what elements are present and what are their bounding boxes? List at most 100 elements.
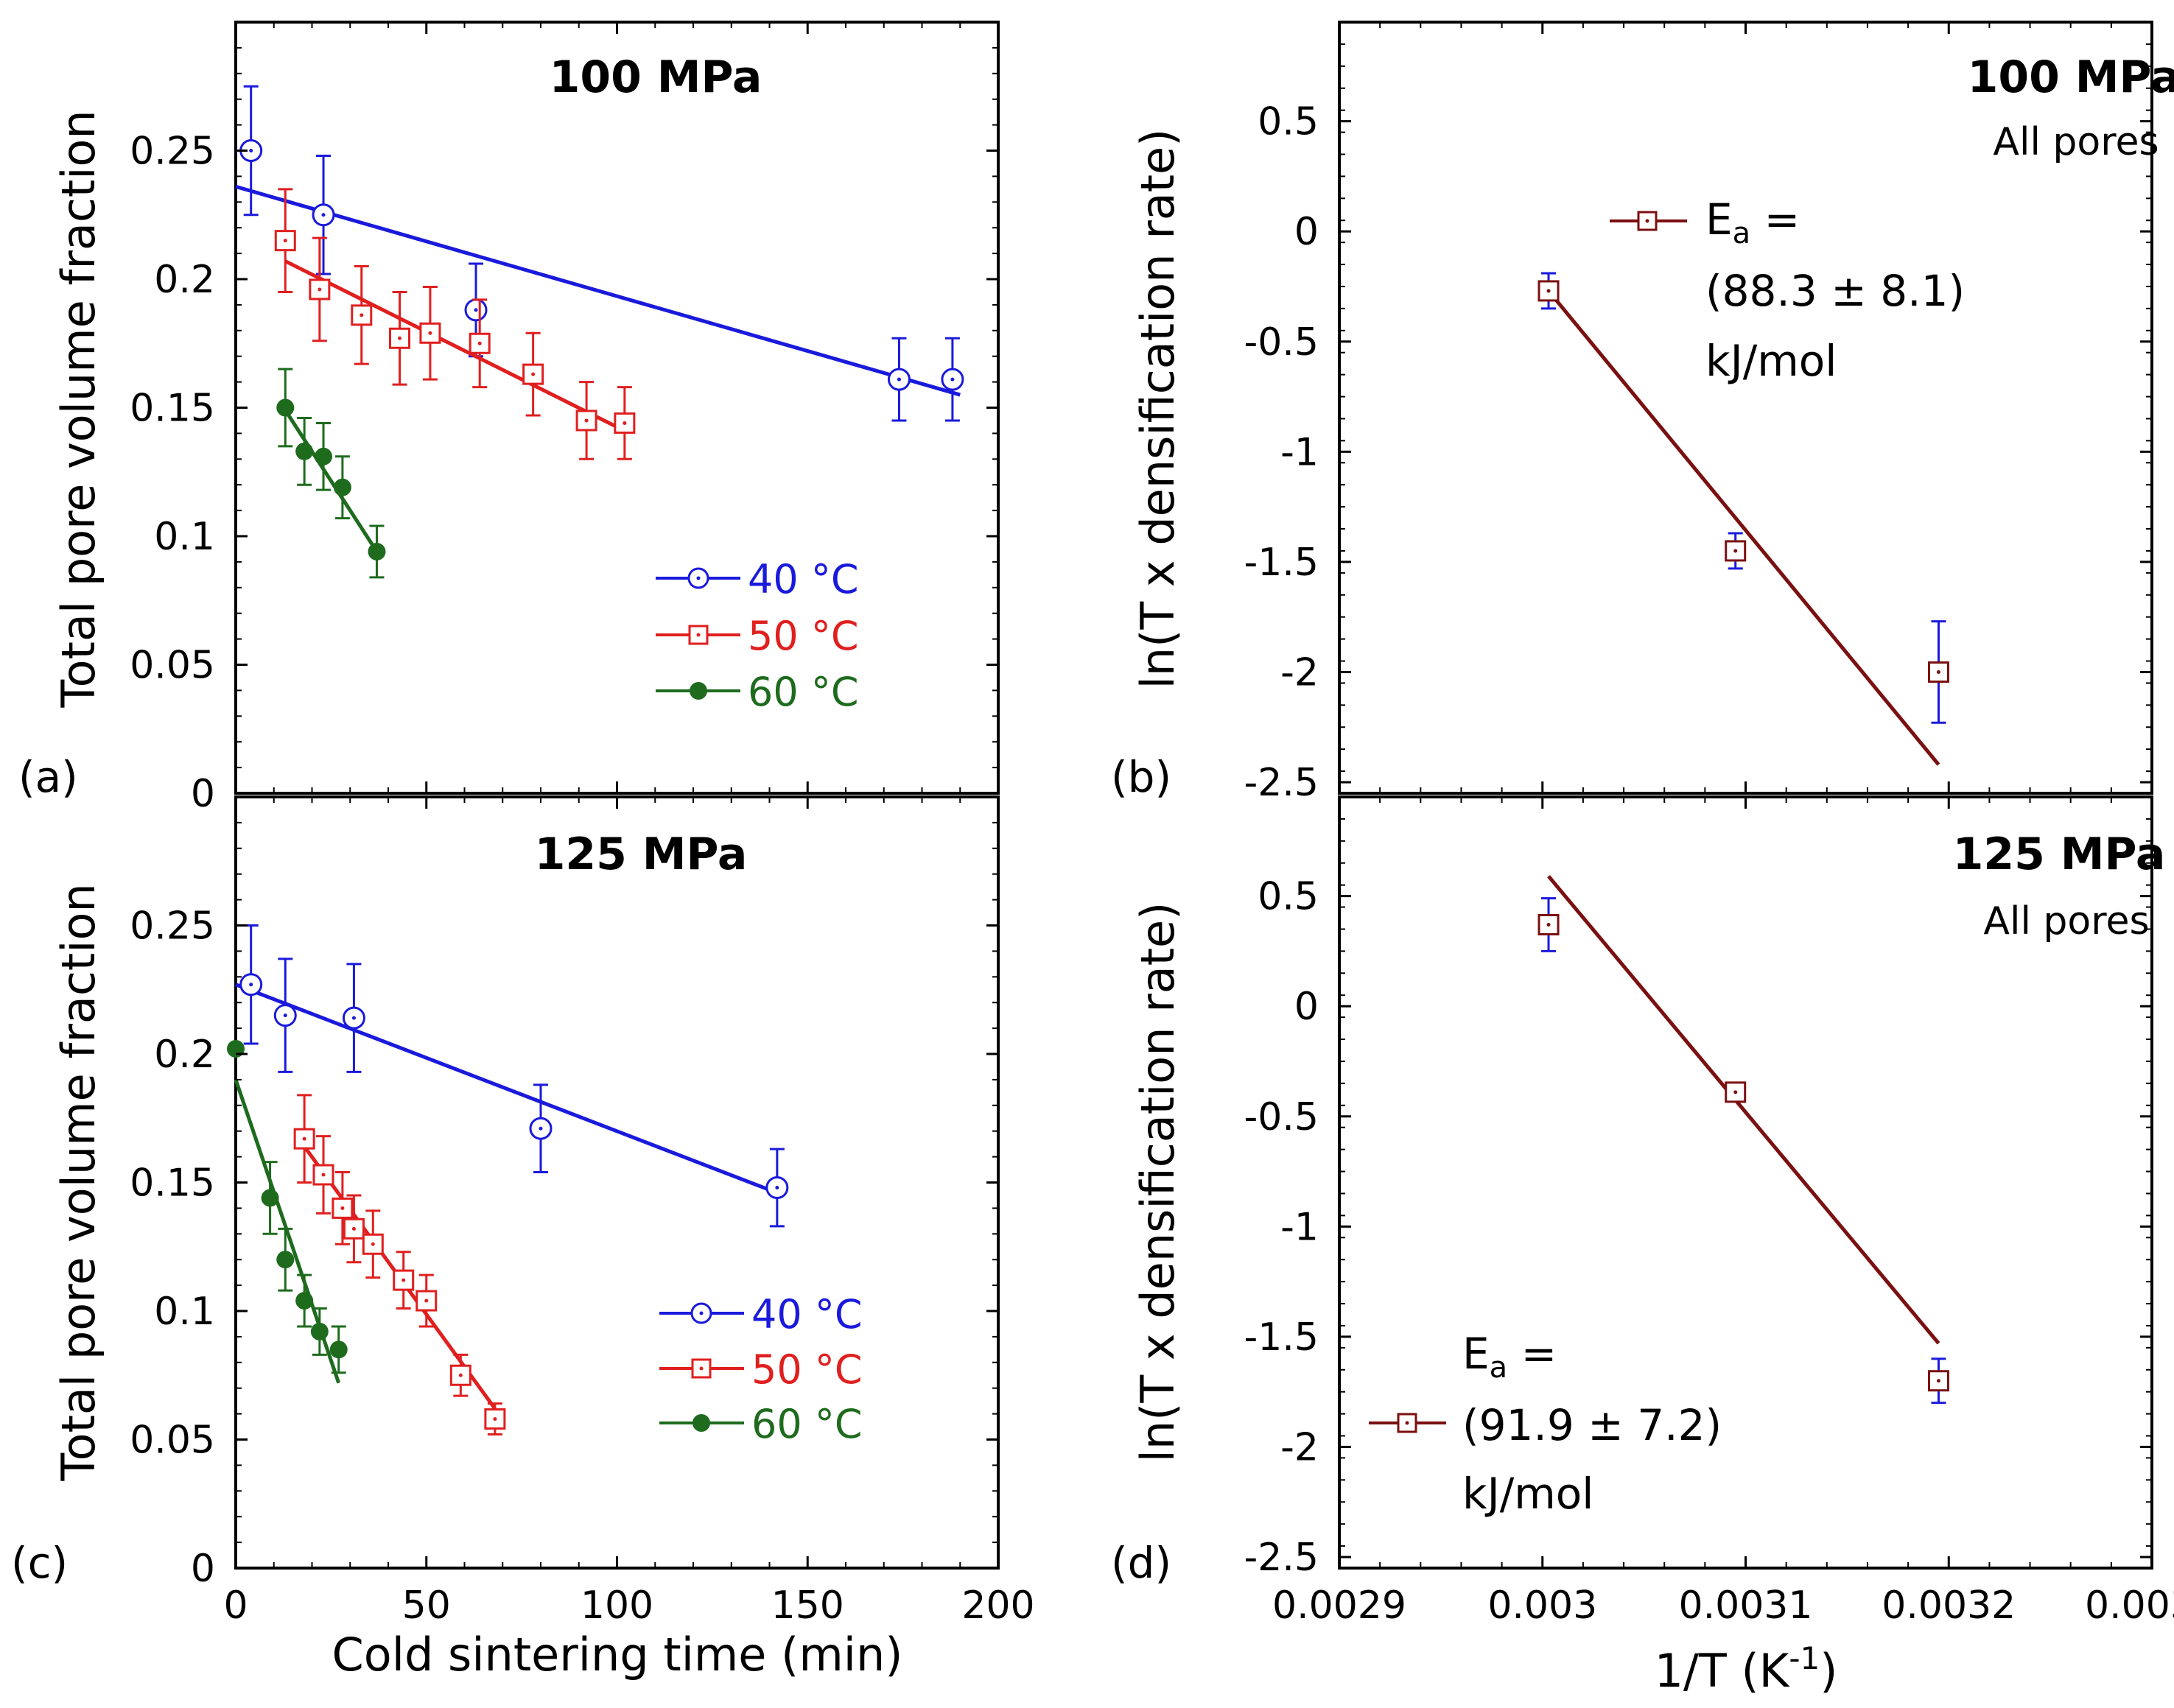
x-tick-label: 0.0031 <box>1679 1584 1813 1628</box>
legend: Ea = (88.3 ± 8.1) kJ/mol <box>1610 194 1965 386</box>
legend-marker-filled-circle-icon <box>690 682 707 700</box>
y-tick-label: 0.5 <box>1258 875 1319 919</box>
y-tick-label: -1 <box>1280 1205 1319 1249</box>
data-point-center <box>1733 1090 1738 1094</box>
legend-entry-50c: 50 °C <box>659 1346 863 1393</box>
x-axis-label-superscript: -1 <box>1789 1640 1820 1676</box>
data-point-center <box>351 1226 356 1231</box>
fit-line <box>1547 289 1940 766</box>
ea-subscript: a <box>1733 217 1751 250</box>
data-marks <box>1537 875 1949 1405</box>
panel-title: 125 MPa <box>1953 829 2166 880</box>
data-point-center <box>302 1136 306 1141</box>
y-tick-label: 0.05 <box>130 644 215 688</box>
plot-frame <box>234 21 1000 795</box>
legend-label: Ea = <box>1462 1329 1557 1385</box>
x-axis-label-close: ) <box>1820 1644 1837 1698</box>
x-tick-label: 0.003 <box>1487 1584 1597 1628</box>
panel-subtitle: All pores <box>1983 899 2149 943</box>
panel-label: (b) <box>1111 752 1171 802</box>
data-point-center <box>493 1417 497 1421</box>
y-tick-label: 0.2 <box>154 258 215 302</box>
x-tick-label: 0.0029 <box>1272 1584 1406 1628</box>
y-tick-label: 0.15 <box>130 387 215 431</box>
legend-entry-50c: 50 °C <box>656 613 859 659</box>
data-point-center <box>539 1126 543 1131</box>
legend-label: 40 °C <box>751 1291 863 1338</box>
panel-title: 125 MPa <box>535 829 748 880</box>
data-point-center <box>249 983 253 987</box>
legend: 40 °C 50 °C 60 °C <box>656 556 859 715</box>
panel-c: 00.050.10.150.20.250 50 100 150 200 125 MPa … <box>11 795 1035 1681</box>
legend-value: (91.9 ± 7.2) <box>1462 1400 1722 1450</box>
legend-label: 50 °C <box>748 613 859 659</box>
data-point <box>295 1292 314 1310</box>
fit-line <box>1547 875 1940 1345</box>
fit-line <box>284 259 625 433</box>
y-tick-label: 0.25 <box>130 904 215 949</box>
fit-line <box>284 409 379 553</box>
data-marks <box>227 924 789 1436</box>
data-point-center <box>371 1242 375 1246</box>
y-tick-label: 0 <box>191 1547 215 1591</box>
y-tick-label: 0 <box>1294 985 1319 1029</box>
legend-entry-60c: 60 °C <box>659 1401 863 1447</box>
tick-labels: 0 0.05 0.1 0.15 0.2 0.25 <box>130 22 1000 816</box>
legend-label: 60 °C <box>748 669 859 715</box>
data-point-center <box>398 336 402 340</box>
x-tick-label: 50 <box>402 1584 451 1628</box>
data-point <box>329 1340 348 1359</box>
panel-title: 100 MPa <box>1968 52 2174 103</box>
legend-label: 40 °C <box>748 556 859 602</box>
legend-entry-40c: 40 °C <box>656 556 859 602</box>
y-tick-label: -1 <box>1280 430 1319 474</box>
legend-label: Ea = <box>1705 194 1800 250</box>
fit-line <box>235 184 961 397</box>
x-tick-label: 150 <box>771 1584 844 1628</box>
panel-a: 0 0.05 0.1 0.15 0.2 0.25 100 MPa (a) Total po… <box>18 21 1000 816</box>
y-tick-label: -0.5 <box>1244 1095 1319 1139</box>
data-point <box>295 442 314 460</box>
data-point-center <box>283 1013 287 1018</box>
data-point-center <box>360 313 364 317</box>
data-point <box>276 398 295 417</box>
data-point <box>310 1322 329 1340</box>
data-point-center <box>584 418 589 423</box>
data-point <box>276 1251 295 1269</box>
legend-label: 50 °C <box>751 1346 863 1393</box>
data-point-center <box>1546 289 1551 293</box>
data-point-center <box>321 213 326 217</box>
data-point-center <box>477 341 482 345</box>
data-point-center <box>775 1185 779 1189</box>
legend-marker-square-icon <box>688 625 709 645</box>
y-tick-label: 0 <box>1294 210 1319 254</box>
y-tick-label: 0.5 <box>1258 100 1319 144</box>
data-point-center <box>402 1278 406 1282</box>
y-axis-label: Total pore volume fraction <box>52 883 105 1481</box>
panel-label: (d) <box>1111 1538 1171 1588</box>
data-marks <box>235 85 964 579</box>
ea-symbol: E <box>1462 1329 1490 1379</box>
y-tick-label: 0.15 <box>130 1161 215 1206</box>
fit-line <box>235 983 778 1195</box>
ea-subscript: a <box>1490 1351 1508 1385</box>
data-point-center <box>1546 923 1551 927</box>
data-point-center <box>351 1016 356 1020</box>
ea-equals: = <box>1507 1329 1557 1379</box>
data-marks <box>1537 272 1949 766</box>
data-point-center <box>424 1298 429 1303</box>
x-axis-label: Cold sintering time (min) <box>332 1628 903 1681</box>
x-tick-label: 0 <box>223 1584 248 1628</box>
x-tick-label: 0.0032 <box>1882 1584 2016 1628</box>
data-point <box>315 447 333 465</box>
panel-d: 0.5 0 -0.5 -1 -1.5 -2 -2.50.0029 0.003 0.0031 0.0… <box>1111 795 2174 1698</box>
data-point-center <box>283 239 287 243</box>
y-tick-label: 0 <box>191 772 215 816</box>
data-point-center <box>1936 670 1940 674</box>
y-tick-label: 0.1 <box>154 1290 215 1334</box>
data-point <box>333 478 351 496</box>
data-point-center <box>1936 1379 1940 1383</box>
y-tick-label: 0.2 <box>154 1033 215 1077</box>
x-tick-label: 0.0033 <box>2085 1584 2174 1628</box>
